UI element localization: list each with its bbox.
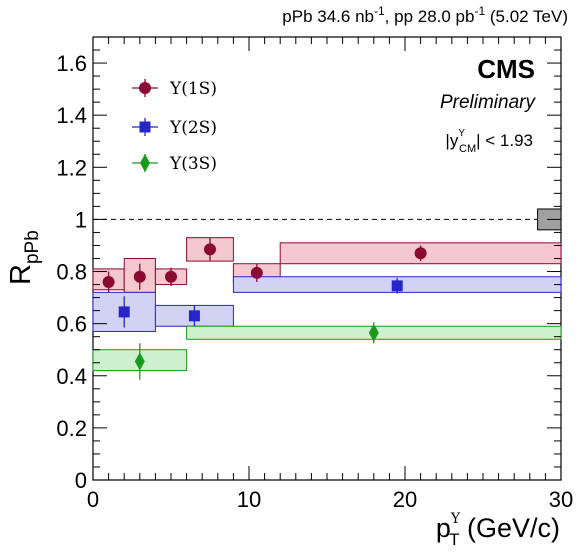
preliminary-label: Preliminary [440, 92, 537, 113]
legend-label: Υ(3S) [169, 154, 217, 174]
data-point-marker [134, 352, 145, 371]
data-point-marker [102, 275, 115, 288]
data-point-marker [391, 280, 403, 292]
rapidity-label: |yΥ CM| < 1.93 [445, 128, 533, 155]
y-tick-label: 1.6 [56, 51, 87, 76]
data-points [102, 237, 427, 380]
luminosity-label: pPb 34.6 nb-1, pp 28.0 pb-1 (5.02 TeV) [282, 4, 568, 26]
y-tick-label: 1 [75, 207, 87, 232]
data-point-marker [165, 270, 177, 283]
systematic-boxes [92, 237, 562, 372]
legend-label: Υ(1S) [169, 79, 217, 99]
x-tick-label: 10 [237, 487, 261, 512]
legend: Υ(1S) Υ(2S) Υ(3S) [132, 79, 217, 174]
data-point-marker [140, 154, 150, 172]
y-tick-label: 1.4 [56, 103, 87, 128]
x-tick-label: 20 [393, 487, 417, 512]
data-point-marker [188, 310, 200, 322]
x-tick-label: 30 [549, 487, 573, 512]
legend-label: Υ(2S) [169, 118, 217, 138]
y-tick-label: 1.2 [56, 155, 87, 180]
data-point-marker [139, 82, 151, 94]
y-tick-label: 0.6 [56, 312, 87, 337]
data-point-marker [133, 270, 146, 283]
cms-label: CMS [477, 54, 535, 84]
y-tick-label: 0.8 [56, 260, 87, 285]
data-point-marker [204, 243, 216, 256]
x-axis-title: pΥ T (GeV/c) [436, 511, 560, 549]
data-point-marker [139, 121, 151, 133]
y-tick-label: 0.2 [56, 416, 87, 441]
axis-ticks [92, 36, 562, 481]
y-axis-title: RpPb [5, 230, 43, 285]
x-tick-label: 0 [87, 487, 99, 512]
data-point-marker [250, 266, 263, 279]
y-tick-label: 0.4 [56, 364, 87, 389]
axis-tick-labels: 0 10 20 30 0 0.2 0.4 0.6 0.8 1 1.2 1.4 1.6 [56, 51, 573, 512]
data-point-marker [368, 323, 379, 342]
data-point-marker [118, 306, 130, 318]
data-point-marker [414, 247, 427, 260]
y-tick-label: 0 [75, 468, 87, 493]
